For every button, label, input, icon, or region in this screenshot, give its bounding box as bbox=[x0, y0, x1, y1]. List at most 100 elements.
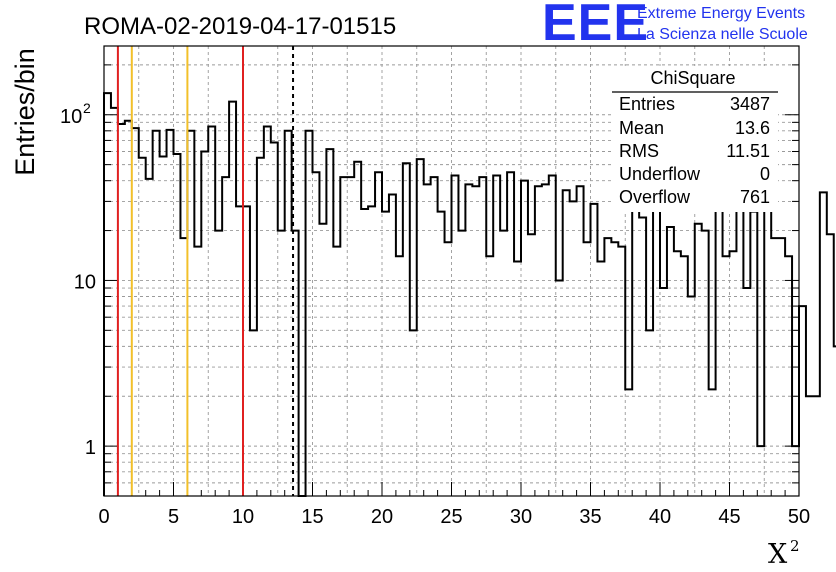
histogram-bin bbox=[577, 186, 584, 496]
histogram-bin bbox=[806, 396, 813, 496]
logo-line-1: Extreme Energy Events bbox=[637, 5, 805, 22]
histogram-bin bbox=[778, 238, 785, 496]
histogram-bin bbox=[660, 288, 667, 496]
histogram-bin bbox=[222, 177, 229, 496]
logo-line-2: La Scienza nelle Scuole bbox=[637, 26, 808, 43]
histogram-bin bbox=[201, 152, 208, 496]
histogram-bin bbox=[827, 234, 834, 496]
x-tick-label: 40 bbox=[649, 506, 671, 528]
histogram-bin bbox=[736, 209, 743, 496]
histogram-bin bbox=[139, 158, 146, 496]
histogram-bin bbox=[486, 256, 493, 496]
stats-box-title: ChiSquare bbox=[650, 68, 735, 88]
x-tick-label: 25 bbox=[440, 506, 462, 528]
stats-mean-value: 13.6 bbox=[735, 118, 770, 138]
y-tick-label: 1 bbox=[85, 437, 96, 459]
histogram-bin bbox=[347, 177, 354, 496]
histogram-bin bbox=[361, 209, 368, 496]
histogram-bin bbox=[764, 206, 771, 496]
histogram-bin bbox=[653, 197, 660, 496]
histogram-bin bbox=[674, 251, 681, 496]
histogram-bin bbox=[750, 212, 757, 496]
stats-overflow-label: Overflow bbox=[619, 187, 691, 207]
stats-entries-value: 3487 bbox=[730, 94, 770, 114]
histogram-bin bbox=[500, 231, 507, 496]
histogram-outline bbox=[103, 92, 836, 497]
histogram-bin bbox=[208, 126, 215, 496]
x-tick-label: 45 bbox=[718, 506, 740, 528]
histogram-bin bbox=[285, 131, 292, 496]
histogram-bin bbox=[424, 184, 431, 496]
eee-logo: EEE Extreme Energy Events La Scienza nel… bbox=[542, 0, 808, 52]
histogram-bin bbox=[597, 262, 604, 496]
histogram-bin bbox=[333, 247, 340, 496]
x-tick-label: 30 bbox=[510, 506, 532, 528]
histogram-bin bbox=[236, 206, 243, 496]
x-tick-label: 5 bbox=[168, 506, 179, 528]
histogram-bin bbox=[187, 131, 194, 496]
histogram-bin bbox=[417, 159, 424, 496]
histogram-bin bbox=[514, 262, 521, 496]
histogram-bin bbox=[646, 330, 653, 496]
histogram-bin bbox=[493, 175, 500, 496]
histogram-bin bbox=[757, 446, 764, 496]
histogram-bin bbox=[167, 130, 174, 496]
x-tick-label: 35 bbox=[579, 506, 601, 528]
histogram-bin bbox=[194, 247, 201, 496]
histogram-bin bbox=[667, 227, 674, 496]
histogram-bin bbox=[306, 131, 313, 496]
x-tick-label: 50 bbox=[788, 506, 810, 528]
histogram-bin bbox=[709, 389, 716, 496]
stats-rms-label: RMS bbox=[619, 141, 659, 161]
histogram-bin bbox=[458, 231, 465, 496]
histogram-bin bbox=[472, 186, 479, 496]
histogram-bin bbox=[326, 149, 333, 496]
histogram-bin bbox=[681, 256, 688, 496]
histogram-bin bbox=[264, 126, 271, 496]
histogram-bin bbox=[556, 280, 563, 496]
histogram-bin bbox=[354, 162, 361, 496]
histogram-bin bbox=[465, 184, 472, 496]
histogram-bin bbox=[632, 184, 639, 496]
histogram-bin bbox=[639, 217, 646, 496]
histogram-bin bbox=[229, 102, 236, 496]
histogram-bin bbox=[438, 212, 445, 496]
histogram-bin bbox=[591, 204, 598, 496]
histogram-bin bbox=[785, 256, 792, 496]
histogram-bin bbox=[410, 330, 417, 496]
histogram-bin bbox=[146, 179, 153, 496]
histogram-bin bbox=[250, 330, 257, 496]
histogram-bin bbox=[319, 224, 326, 496]
histogram-bin bbox=[507, 172, 514, 496]
histogram-bin bbox=[618, 247, 625, 496]
stats-rms-value: 11.51 bbox=[726, 141, 770, 161]
histogram-bin bbox=[604, 238, 611, 496]
histogram-bin bbox=[403, 163, 410, 496]
histogram-bin bbox=[535, 186, 542, 496]
stats-box-background bbox=[612, 66, 778, 212]
histogram-bin bbox=[382, 212, 389, 496]
stats-underflow-value: 0 bbox=[760, 164, 770, 184]
x-axis-label: X 2 bbox=[768, 537, 800, 570]
stats-entries-label: Entries bbox=[619, 94, 675, 114]
y-tick-label: 10 bbox=[60, 106, 82, 128]
histogram-bin bbox=[104, 93, 111, 496]
histogram-bin bbox=[528, 234, 535, 496]
x-axis-label-superscript: 2 bbox=[790, 537, 800, 555]
x-axis-label-text: X bbox=[768, 539, 788, 570]
histogram-bin bbox=[771, 238, 778, 496]
x-tick-label: 0 bbox=[98, 506, 109, 528]
histogram-bin bbox=[695, 224, 702, 496]
histogram-bin bbox=[153, 131, 160, 496]
histogram-bin bbox=[215, 231, 222, 496]
histogram bbox=[103, 92, 836, 497]
histogram-bin bbox=[278, 231, 285, 496]
stats-overflow-value: 761 bbox=[740, 187, 770, 207]
histogram-bin bbox=[542, 184, 549, 496]
histogram-bin bbox=[431, 177, 438, 496]
histogram-bin bbox=[820, 192, 827, 496]
histogram-bin bbox=[743, 288, 750, 496]
histogram-bin bbox=[479, 177, 486, 496]
histogram-bin bbox=[688, 296, 695, 496]
